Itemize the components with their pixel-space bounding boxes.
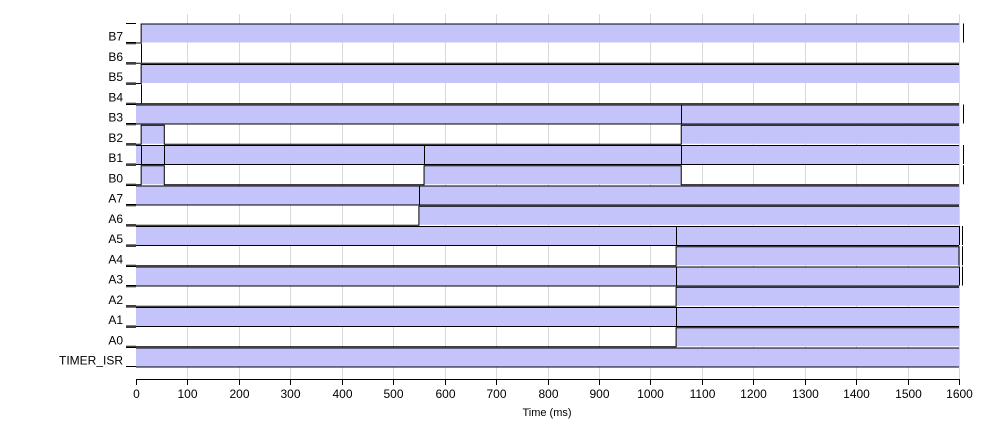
signal-label: B6 <box>108 50 123 64</box>
signal-a2: A2 <box>108 286 959 307</box>
x-axis-title: Time (ms) <box>522 407 571 419</box>
signal-traces: B7 B6 B5 B4 B3 B2 B1 B0 A7 A6 A5 A4 A3 A2 A1 A0 TIMER_IS… <box>59 23 964 368</box>
x-tick-label-1000: 1000 <box>637 387 664 401</box>
x-tick-label-400: 400 <box>332 387 352 401</box>
waveform <box>136 327 959 348</box>
x-tick-label-1200: 1200 <box>740 387 767 401</box>
signal-a3: A3 <box>108 266 963 287</box>
high-level-fill <box>418 205 959 225</box>
signal-label: A1 <box>108 313 123 327</box>
high-level-fill <box>136 104 959 124</box>
signal-b1: B1 <box>108 144 964 165</box>
high-level-fill <box>136 307 959 326</box>
signal-a6: A6 <box>108 205 959 226</box>
signal-label: A0 <box>108 333 123 347</box>
waveform <box>136 23 959 44</box>
signal-label: A3 <box>108 273 123 287</box>
high-level-fill <box>424 165 682 185</box>
signal-label: A7 <box>108 192 123 206</box>
signal-label: B3 <box>108 111 123 125</box>
signal-label: A6 <box>108 212 123 226</box>
signal-label: B0 <box>108 171 123 185</box>
signal-a0: A0 <box>108 326 959 348</box>
high-level-fill <box>141 64 960 83</box>
signal-timer_isr: TIMER_ISR <box>59 347 959 368</box>
high-level-fill <box>676 327 959 347</box>
signal-label: TIMER_ISR <box>59 354 123 368</box>
signal-label: A2 <box>108 293 123 307</box>
signal-b7: B7 <box>108 23 964 44</box>
x-tick-label-500: 500 <box>383 387 403 401</box>
x-tick-label-100: 100 <box>177 387 197 401</box>
x-tick-label-1600: 1600 <box>946 387 973 401</box>
signal-label: A5 <box>108 232 123 246</box>
x-tick-label-800: 800 <box>538 387 558 401</box>
signal-a7: A7 <box>108 185 959 206</box>
signal-b5: B5 <box>108 63 960 84</box>
waveform <box>136 165 959 186</box>
waveform <box>136 124 959 145</box>
waveform <box>136 246 960 267</box>
signal-label: B1 <box>108 151 123 165</box>
signal-b0: B0 <box>108 164 964 186</box>
waveform <box>136 205 959 226</box>
waveform <box>136 64 959 84</box>
signal-a5: A5 <box>108 225 963 246</box>
x-tick-label-1300: 1300 <box>792 387 819 401</box>
signal-b6: B6 <box>108 43 959 64</box>
high-level-fill <box>136 266 959 286</box>
signal-a1: A1 <box>108 306 959 327</box>
x-tick-label-1400: 1400 <box>843 387 870 401</box>
signal-label: B4 <box>108 90 123 104</box>
x-tick-label-700: 700 <box>486 387 506 401</box>
signal-a4: A4 <box>108 245 963 267</box>
x-tick-label-1500: 1500 <box>895 387 922 401</box>
x-tick-label-200: 200 <box>229 387 249 401</box>
waveform <box>136 286 959 307</box>
x-tick-label-300: 300 <box>280 387 300 401</box>
x-axis: 0 100 200 300 400 500 600 700 800 900 1000 1100 1200… <box>133 379 973 401</box>
signal-label: B5 <box>108 70 123 84</box>
signal-label: B2 <box>108 131 123 145</box>
high-level-fill <box>136 145 959 164</box>
high-level-fill <box>141 165 165 185</box>
high-level-fill <box>141 23 960 43</box>
high-level-fill <box>676 246 959 266</box>
signal-b3: B3 <box>108 104 964 125</box>
high-level-fill <box>676 286 959 306</box>
high-level-fill <box>136 347 959 367</box>
signal-label: A4 <box>108 252 123 266</box>
x-tick-label-1100: 1100 <box>690 387 716 401</box>
x-tick-label-600: 600 <box>435 387 455 401</box>
signal-b4: B4 <box>108 83 959 105</box>
high-level-fill <box>141 124 165 144</box>
signal-b2: B2 <box>108 124 959 145</box>
x-tick-label-900: 900 <box>589 387 609 401</box>
x-tick-label-0: 0 <box>133 387 140 401</box>
high-level-fill <box>681 124 959 144</box>
high-level-fill <box>136 185 959 205</box>
high-level-fill <box>136 226 959 245</box>
signal-label: B7 <box>108 30 123 44</box>
